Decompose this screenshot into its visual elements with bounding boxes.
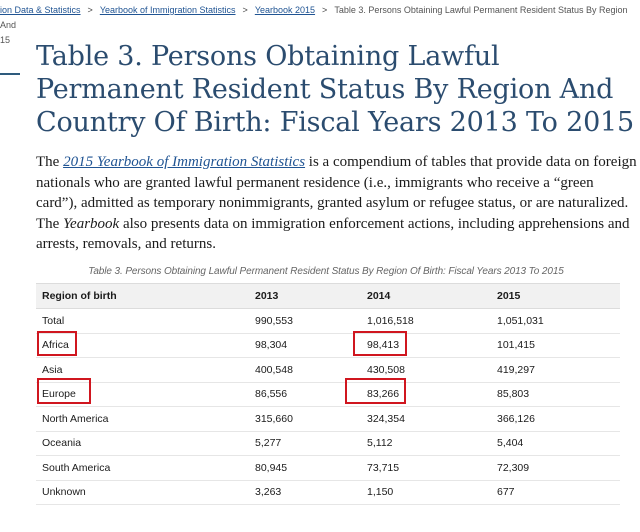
breadcrumb-link-yearbook[interactable]: Yearbook of Immigration Statistics (99, 5, 236, 15)
value-cell: 85,803 (491, 382, 620, 407)
breadcrumb: ion Data & Statistics > Yearbook of Immigr… (0, 3, 636, 48)
region-cell: South America (36, 455, 249, 481)
region-cell: North America (36, 406, 249, 432)
intro-text: is a compendium of tables that provide d… (305, 154, 637, 170)
region-cell: Asia (36, 357, 249, 383)
column-header-2014: 2014 (361, 283, 491, 309)
page-title: Table 3. Persons Obtaining Lawful Perman… (36, 41, 635, 138)
yearbook-link[interactable]: 2015 Yearbook of Immigration Statistics (63, 154, 306, 170)
value-cell: 72,309 (491, 455, 620, 481)
intro-text: card”), admitted as temporary nonimmigra… (36, 195, 629, 211)
highlight-box-africa (37, 331, 77, 356)
table-row: Unknown 3,263 1,150 677 (36, 480, 620, 505)
table-caption: Table 3. Persons Obtaining Lawful Perman… (88, 266, 564, 277)
value-cell: 990,553 (249, 308, 361, 334)
column-header-2015: 2015 (491, 283, 620, 309)
value-cell: 366,126 (491, 406, 620, 432)
value-cell: 1,016,518 (361, 308, 491, 334)
breadcrumb-separator: > (87, 5, 93, 15)
intro-text: nationals who are granted lawful permane… (36, 174, 594, 191)
highlight-box-africa-2014 (353, 331, 407, 356)
lpr-table: Region of birth 2013 2014 2015 Total 990… (36, 283, 620, 505)
breadcrumb-link-data-statistics[interactable]: ion Data & Statistics (0, 5, 81, 15)
highlight-box-europe-2014 (345, 378, 406, 404)
intro-emphasis: Yearbook (63, 215, 120, 232)
value-cell: 1,150 (361, 480, 491, 505)
table-row: South America 80,945 73,715 72,309 (36, 455, 620, 481)
highlight-box-europe (37, 378, 91, 404)
table-row: Europe 86,556 83,266 85,803 (36, 382, 620, 407)
value-cell: 98,413 (361, 333, 491, 358)
breadcrumb-separator: > (242, 5, 248, 15)
value-cell: 1,051,031 (491, 308, 620, 334)
value-cell: 86,556 (249, 382, 361, 407)
value-cell: 3,263 (249, 480, 361, 505)
value-cell: 677 (491, 480, 620, 505)
intro-paragraph: The 2015 Yearbook of Immigration Statist… (36, 152, 640, 255)
intro-lead: The (36, 154, 64, 170)
intro-text: also presents data on immigration enforc… (119, 215, 630, 232)
value-cell: 98,304 (249, 333, 361, 358)
value-cell: 5,112 (361, 431, 491, 456)
value-cell: 5,277 (249, 431, 361, 456)
value-cell: 5,404 (491, 431, 620, 456)
region-cell: Africa (36, 333, 249, 358)
breadcrumb-link-yearbook-2015[interactable]: Yearbook 2015 (254, 5, 316, 15)
intro-text: The (36, 215, 64, 232)
table-row: Total 990,553 1,016,518 1,051,031 (36, 308, 620, 334)
table-header-row: Region of birth 2013 2014 2015 (36, 283, 620, 309)
value-cell: 101,415 (491, 333, 620, 358)
table-row: Oceania 5,277 5,112 5,404 (36, 431, 620, 456)
value-cell: 80,945 (249, 455, 361, 481)
column-header-region: Region of birth (36, 283, 249, 309)
breadcrumb-current-wrap: 15 (0, 35, 11, 45)
region-cell: Oceania (36, 431, 249, 456)
breadcrumb-current: Table 3. Persons Obtaining Lawful Perman… (0, 5, 628, 30)
intro-text: arrests, removals, and returns. (36, 236, 216, 252)
value-cell: 315,660 (249, 406, 361, 432)
table-row: Africa 98,304 98,413 101,415 (36, 333, 620, 358)
breadcrumb-separator: > (322, 5, 328, 15)
table-row: North America 315,660 324,354 366,126 (36, 406, 620, 432)
column-header-2013: 2013 (249, 283, 361, 309)
region-cell: Unknown (36, 480, 249, 505)
table-row: Asia 400,548 430,508 419,297 (36, 357, 620, 383)
value-cell: 419,297 (491, 357, 620, 383)
region-cell: Total (36, 308, 249, 334)
value-cell: 324,354 (361, 406, 491, 432)
value-cell: 400,548 (249, 357, 361, 383)
value-cell: 73,715 (361, 455, 491, 481)
side-accent-bar (0, 73, 20, 75)
